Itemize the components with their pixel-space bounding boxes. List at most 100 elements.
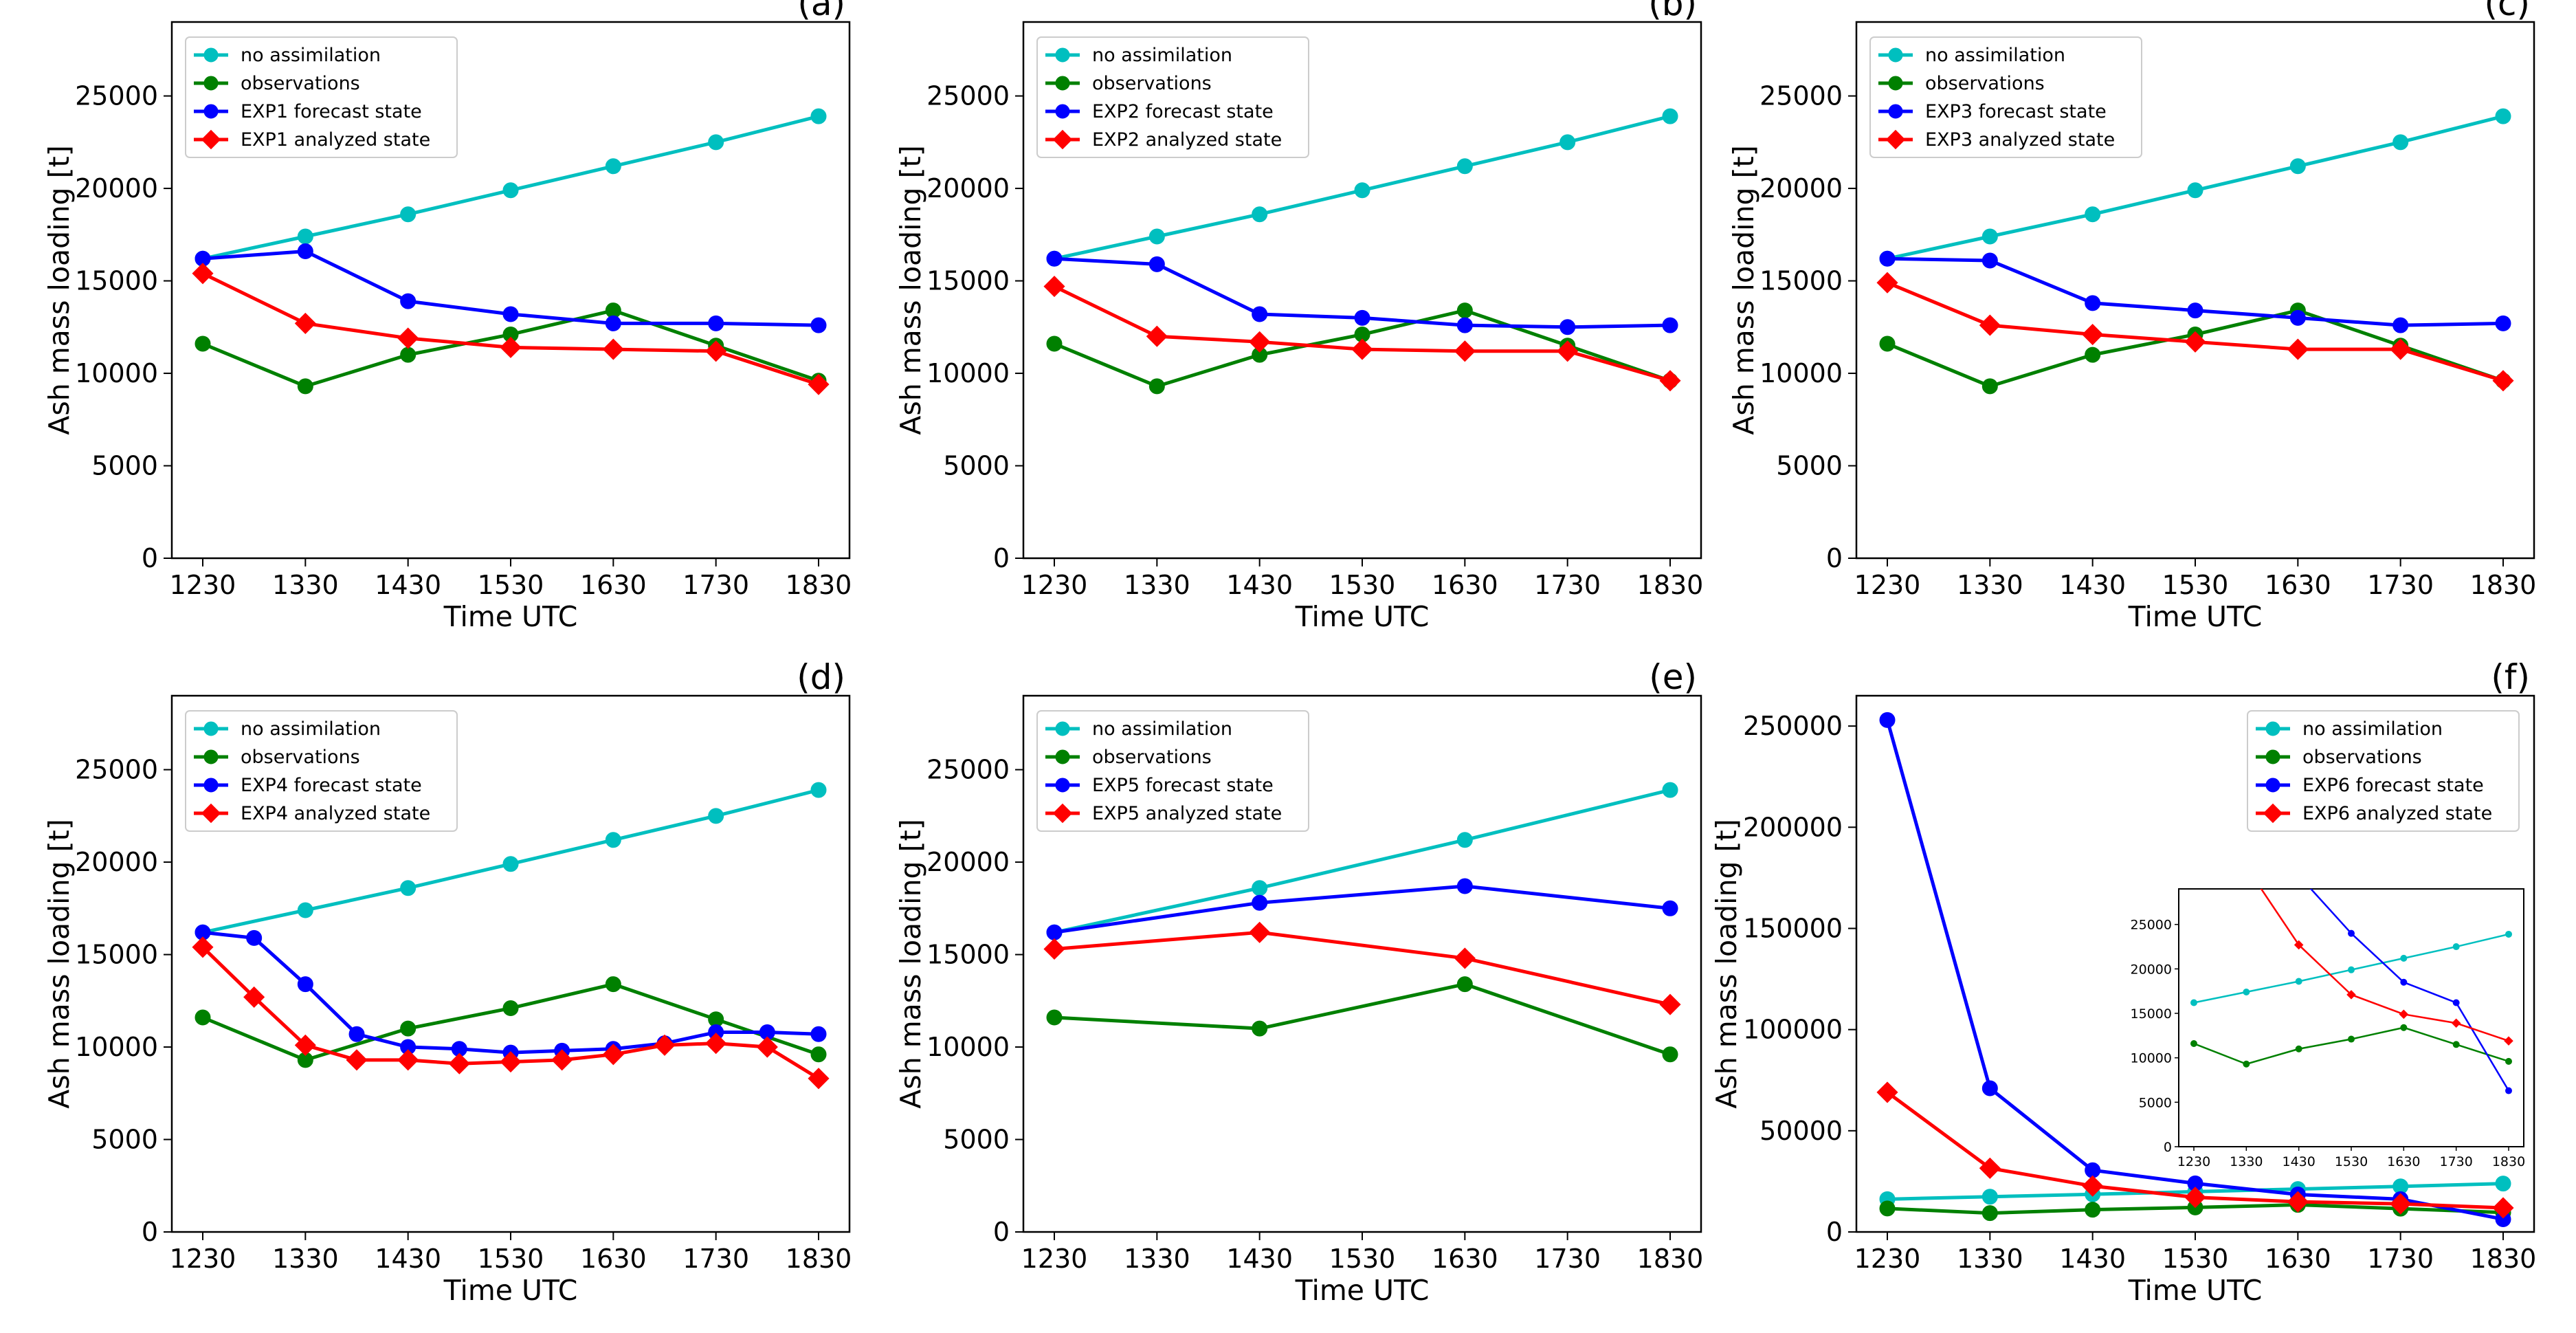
legend-label: observations — [2302, 747, 2422, 768]
x-tick-label: 1230 — [1021, 1244, 1088, 1274]
data-point-analyzed — [1043, 938, 1065, 960]
x-tick-label: 1630 — [580, 570, 647, 600]
data-point-forecast — [1662, 317, 1678, 333]
data-point-observations — [1981, 1205, 1998, 1222]
data-point-no_assimilation — [605, 158, 621, 175]
legend: no assimilation observations EXP6 forecast… — [2247, 710, 2520, 832]
data-point-analyzed — [1876, 1081, 1898, 1103]
data-point-observations — [1252, 1020, 1268, 1037]
data-point-forecast — [1456, 317, 1473, 333]
data-point-observations — [1148, 378, 1165, 395]
y-tick-label: 10000 — [75, 358, 158, 388]
series-forecast — [195, 243, 827, 333]
data-point-forecast — [1879, 712, 1896, 728]
data-point-no_assimilation — [1981, 1189, 1998, 1205]
data-point-analyzed — [2492, 370, 2514, 392]
data-point-analyzed — [2242, 863, 2250, 871]
y-tick-label: 15000 — [926, 266, 1010, 296]
x-axis-label: Time UTC — [1295, 600, 1430, 633]
data-point-no_assimilation — [1252, 206, 1268, 223]
data-point-observations — [2085, 346, 2101, 363]
series-analyzed — [1043, 921, 1681, 1015]
data-point-analyzed — [192, 936, 214, 958]
data-point-no_assimilation — [1456, 158, 1473, 175]
y-axis-label: Ash mass loading [t] — [43, 819, 76, 1108]
data-point-forecast — [810, 1026, 827, 1042]
data-point-analyzed — [551, 1049, 573, 1071]
legend-entry: EXP6 forecast state — [2256, 775, 2484, 796]
legend-entry: EXP3 forecast state — [1878, 101, 2107, 122]
legend-label: no assimilation — [241, 45, 381, 66]
legend-label: observations — [241, 73, 360, 94]
x-tick-label: 1730 — [2367, 1244, 2434, 1274]
legend-label: no assimilation — [1925, 45, 2065, 66]
panel-letter: (c) — [2484, 0, 2530, 23]
data-point-analyzed — [2190, 529, 2198, 538]
data-point-analyzed — [808, 1068, 830, 1090]
legend-swatch-marker — [1055, 47, 1070, 63]
data-point-observations — [2190, 1040, 2197, 1047]
data-point-no_assimilation — [2295, 978, 2302, 985]
data-point-observations — [810, 1046, 827, 1063]
data-point-observations — [1662, 1046, 1678, 1063]
legend-frame — [1036, 36, 1309, 158]
x-tick-label: 1530 — [2162, 1244, 2229, 1274]
x-tick-label: 1830 — [2470, 1244, 2537, 1274]
data-point-forecast — [1252, 306, 1268, 322]
data-point-forecast — [297, 243, 313, 260]
inset-y-tick-label: 25000 — [2131, 918, 2172, 933]
data-point-analyzed — [2287, 1191, 2309, 1213]
data-point-forecast — [2452, 999, 2460, 1006]
legend-entry: EXP1 analyzed state — [194, 129, 430, 151]
series-line-no_assimilation — [1054, 788, 1671, 934]
data-point-analyzed — [756, 1036, 778, 1058]
legend-label: no assimilation — [1092, 45, 1232, 66]
data-point-analyzed — [1249, 921, 1271, 943]
y-tick-label: 0 — [142, 543, 158, 573]
data-point-observations — [195, 335, 211, 352]
data-point-observations — [1981, 378, 1998, 395]
x-tick-label: 1330 — [1957, 570, 2023, 600]
data-point-observations — [502, 1000, 519, 1017]
x-tick-label: 1730 — [1534, 1244, 1601, 1274]
data-point-forecast — [2505, 1087, 2512, 1094]
data-point-analyzed — [1454, 947, 1476, 969]
inset-x-tick-label: 1830 — [2492, 1154, 2525, 1169]
inset-y-tick-label: 10000 — [2131, 1051, 2172, 1066]
data-point-forecast — [348, 1026, 365, 1042]
x-axis-label: Time UTC — [2128, 1274, 2263, 1307]
data-point-forecast — [1559, 319, 1576, 335]
data-point-analyzed — [1454, 340, 1476, 362]
data-point-no_assimilation — [502, 182, 519, 199]
series-line-forecast — [1054, 884, 1671, 934]
data-point-forecast — [1456, 878, 1473, 894]
y-tick-label: 5000 — [943, 1125, 1010, 1155]
data-point-observations — [297, 378, 313, 395]
data-point-no_assimilation — [1148, 228, 1165, 245]
x-tick-label: 1330 — [1124, 570, 1190, 600]
x-tick-label: 1830 — [786, 1244, 852, 1274]
inset-y-tick-label: 5000 — [2139, 1095, 2172, 1110]
inset-x-tick-label: 1430 — [2282, 1154, 2315, 1169]
data-point-no_assimilation — [810, 782, 827, 798]
y-tick-label: 20000 — [75, 847, 158, 877]
y-tick-label: 20000 — [926, 847, 1010, 877]
data-point-no_assimilation — [2187, 182, 2203, 199]
legend-swatch-marker — [1052, 803, 1073, 824]
data-point-no_assimilation — [605, 832, 621, 848]
panel-letter: (e) — [1649, 657, 1697, 697]
legend-entry: EXP4 forecast state — [194, 775, 422, 796]
y-tick-label: 15000 — [926, 940, 1010, 970]
data-point-analyzed — [1979, 1157, 2001, 1179]
legend-entry: EXP5 forecast state — [1045, 775, 1274, 796]
data-point-observations — [400, 346, 417, 363]
legend-label: observations — [241, 747, 360, 768]
legend-entry: observations — [1045, 747, 1212, 768]
y-tick-label: 5000 — [91, 1125, 158, 1155]
data-point-analyzed — [192, 263, 214, 285]
data-point-forecast — [2400, 978, 2408, 986]
y-tick-label: 50000 — [1759, 1116, 1843, 1146]
y-tick-label: 15000 — [1759, 266, 1843, 296]
data-point-no_assimilation — [810, 108, 827, 124]
legend-swatch-marker — [203, 47, 219, 63]
